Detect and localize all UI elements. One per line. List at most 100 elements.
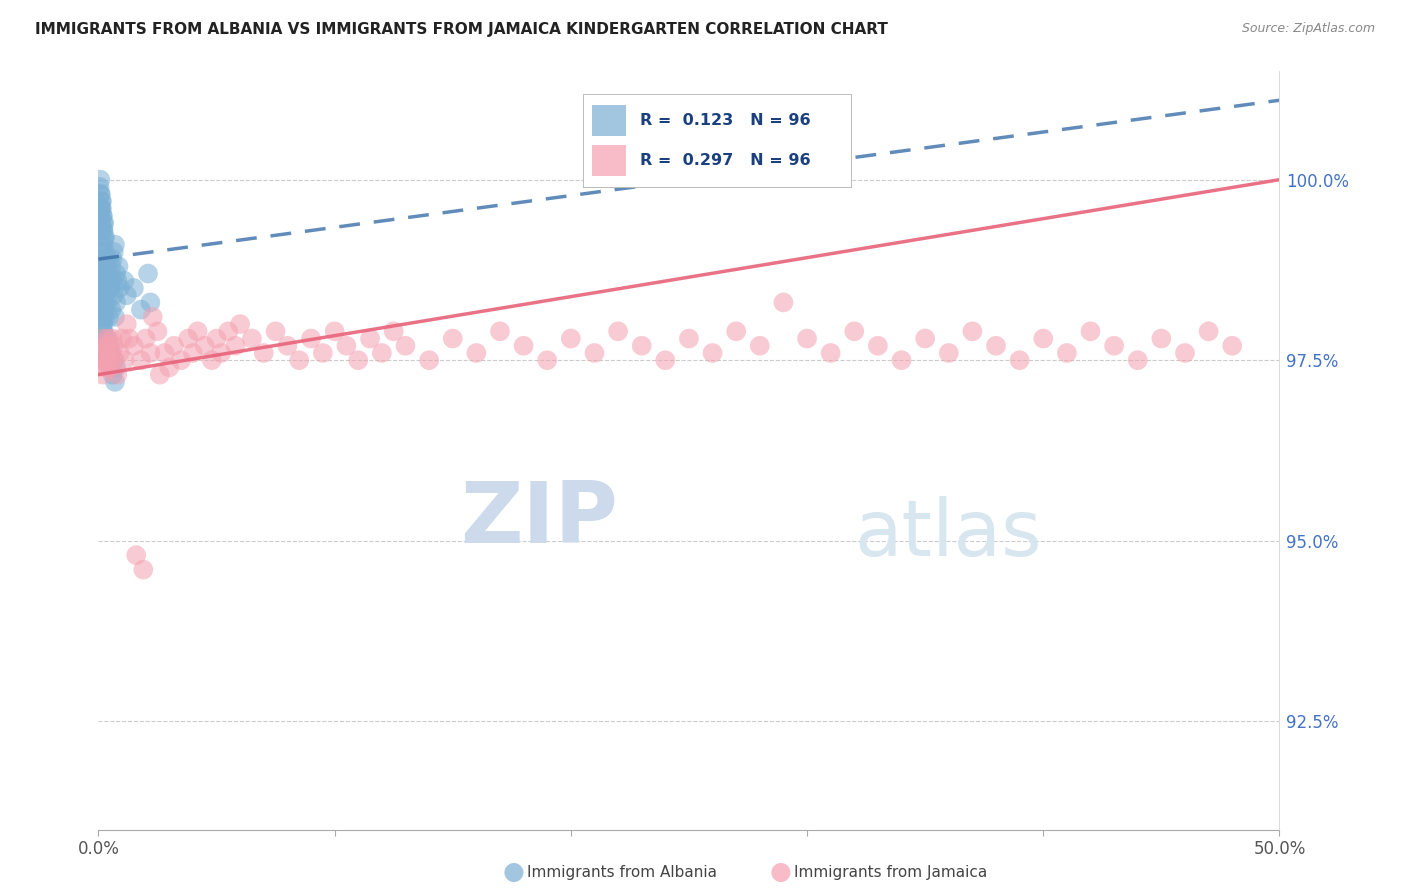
Point (98, 339, 121, 353)
Point (702, 346, 724, 360)
Point (91, 274, 114, 288)
Point (97, 295, 120, 310)
Point (94, 230, 117, 244)
Point (89, 187, 111, 202)
Point (96, 339, 118, 353)
Point (209, 346, 232, 360)
Text: Immigrants from Jamaica: Immigrants from Jamaica (794, 865, 987, 880)
Point (1220, 339, 1243, 353)
Bar (592, 145, 626, 176)
Point (91, 209, 114, 223)
Point (142, 310, 165, 324)
Point (93, 324, 115, 338)
Point (139, 295, 162, 310)
Text: ●: ● (502, 861, 524, 884)
Point (98, 267, 121, 281)
Point (465, 346, 488, 360)
Point (89, 180, 111, 194)
Point (560, 332, 582, 346)
Text: ZIP: ZIP (460, 477, 619, 560)
Point (170, 353, 193, 368)
Point (1174, 346, 1197, 360)
Point (98, 346, 121, 360)
Point (90, 216, 112, 230)
Point (91, 317, 114, 331)
Point (97, 281, 120, 295)
Point (93, 252, 115, 266)
Point (105, 295, 128, 310)
Point (129, 302, 152, 317)
Point (100, 260, 122, 274)
Point (94, 295, 117, 310)
Point (371, 346, 394, 360)
Point (98, 310, 121, 324)
Point (91, 332, 114, 346)
Point (418, 353, 440, 368)
Point (489, 324, 512, 338)
Point (90, 252, 112, 266)
Point (962, 324, 984, 338)
Point (772, 295, 794, 310)
Point (1080, 324, 1102, 338)
Point (149, 368, 172, 382)
Point (91, 216, 114, 230)
Point (100, 302, 122, 317)
Text: Immigrants from Albania: Immigrants from Albania (527, 865, 717, 880)
Point (323, 324, 346, 338)
Point (94, 252, 117, 266)
Point (90, 267, 112, 281)
Point (94, 360, 117, 375)
Point (91, 267, 114, 281)
Point (347, 353, 370, 368)
Point (98, 281, 121, 295)
Point (91, 353, 114, 368)
Point (820, 346, 842, 360)
Point (890, 353, 912, 368)
Point (135, 332, 157, 346)
Point (132, 563, 155, 577)
Point (122, 339, 145, 353)
Point (90, 187, 112, 202)
Point (101, 252, 124, 266)
Point (229, 317, 252, 331)
Point (157, 360, 180, 375)
Point (115, 317, 138, 331)
Point (89, 295, 111, 310)
Point (153, 346, 176, 360)
Point (96, 281, 118, 295)
Point (105, 360, 128, 375)
Point (276, 339, 298, 353)
Text: Source: ZipAtlas.com: Source: ZipAtlas.com (1241, 22, 1375, 36)
Point (240, 332, 263, 346)
Point (583, 346, 606, 360)
Point (136, 267, 159, 281)
Point (654, 353, 676, 368)
Point (914, 332, 936, 346)
Point (112, 353, 135, 368)
Point (205, 332, 228, 346)
Point (93, 288, 115, 302)
Point (98, 281, 121, 295)
Point (93, 223, 115, 237)
Point (94, 353, 117, 368)
Point (441, 332, 464, 346)
Bar (592, 105, 626, 136)
Point (1198, 324, 1220, 338)
Point (93, 346, 115, 360)
Point (181, 346, 204, 360)
Point (90, 237, 112, 252)
Point (253, 346, 276, 360)
Point (91, 244, 114, 259)
Point (512, 339, 534, 353)
Point (94, 339, 117, 353)
Point (89, 281, 111, 295)
Point (844, 324, 866, 338)
Point (177, 332, 200, 346)
Point (91, 368, 114, 382)
Point (97, 252, 120, 266)
Point (91, 324, 114, 338)
Point (104, 310, 127, 324)
Point (796, 332, 818, 346)
Point (678, 332, 700, 346)
Point (91, 281, 114, 295)
